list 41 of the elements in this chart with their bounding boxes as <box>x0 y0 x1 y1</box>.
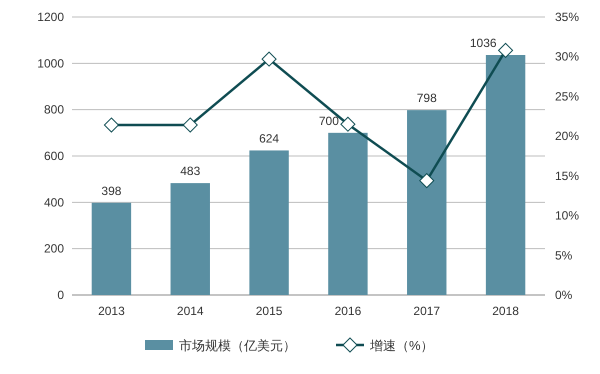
y-tick-label: 1000 <box>37 56 64 70</box>
data-label: 483 <box>180 164 201 178</box>
point <box>340 116 356 132</box>
point <box>182 118 198 133</box>
bar <box>92 202 132 295</box>
x-tick-label: 2015 <box>256 304 283 318</box>
x-tick-label: 2014 <box>176 304 204 318</box>
data-label: 700 <box>318 114 340 128</box>
y2-tick-label: 20% <box>555 129 580 144</box>
legend-label: 增速（%） <box>369 338 434 353</box>
bar <box>249 150 289 295</box>
y2-tick-label: 25% <box>555 89 580 104</box>
data-label: 1036 <box>470 36 497 50</box>
y2-tick-label: 10% <box>555 208 580 223</box>
y-tick-label: 600 <box>44 149 64 163</box>
y-tick-label: 0 <box>57 288 64 302</box>
data-label: 398 <box>101 184 122 198</box>
legend-label: 市场规模（亿美元） <box>179 338 296 353</box>
y2-tick-label: 5% <box>555 248 573 262</box>
bar <box>407 110 446 295</box>
y-tick-label: 400 <box>44 195 64 210</box>
x-tick-label: 2013 <box>98 304 126 318</box>
data-label: 798 <box>416 91 438 106</box>
y2-tick-label: 30% <box>555 50 580 64</box>
point <box>104 118 119 133</box>
y2-tick-label: 15% <box>555 168 580 183</box>
point <box>419 173 434 188</box>
y-tick-label: 200 <box>44 242 64 256</box>
x-tick-label: 2018 <box>492 304 520 318</box>
y-tick-label: 800 <box>44 102 64 117</box>
x-tick-label: 2017 <box>413 304 440 318</box>
bar <box>328 132 368 295</box>
bar <box>170 183 210 295</box>
x-tick-label: 2016 <box>334 304 362 318</box>
y2-tick-label: 35% <box>555 10 580 24</box>
data-label: 624 <box>259 131 280 146</box>
y2-tick-label: 0% <box>555 288 573 302</box>
point <box>262 52 277 67</box>
point <box>498 42 514 58</box>
y-tick-label: 1200 <box>37 10 64 24</box>
bar <box>486 54 526 295</box>
